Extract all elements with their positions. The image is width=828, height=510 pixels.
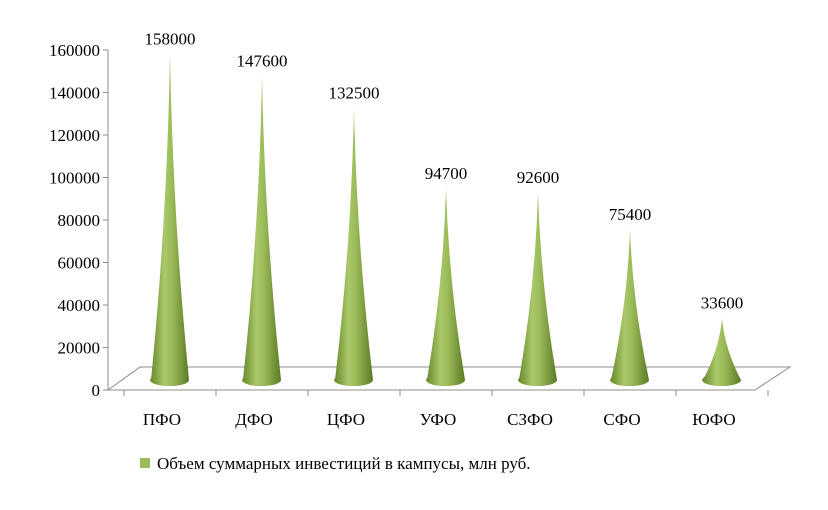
y-tick-label: 40000 — [58, 296, 101, 315]
y-tick-label: 140000 — [49, 84, 100, 103]
y-tick-label: 80000 — [58, 211, 101, 230]
y-tick-label: 0 — [92, 381, 101, 400]
cone-body — [703, 318, 741, 386]
cone-body — [427, 188, 465, 386]
x-tick-label: ПФО — [143, 410, 181, 429]
cone-bar — [426, 188, 465, 386]
cone-body — [335, 108, 373, 386]
cone-body — [243, 76, 281, 386]
legend: Объем суммарных инвестиций в кампусы, мл… — [140, 454, 531, 473]
cone-body — [519, 193, 557, 386]
x-tick-label: СЗФО — [507, 410, 553, 429]
data-label: 94700 — [425, 164, 468, 183]
data-label: 33600 — [701, 294, 744, 313]
cone-body — [151, 54, 189, 386]
cone-bar — [518, 193, 557, 386]
y-tick-label: 100000 — [49, 169, 100, 188]
y-tick-label: 20000 — [58, 339, 101, 358]
y-tick-label: 60000 — [58, 254, 101, 273]
x-tick-label: ЦФО — [327, 410, 365, 429]
cone-bar — [242, 76, 281, 386]
value-axis: 0 20000 40000 60000 80000 100000 120000 140000 1… — [49, 41, 755, 400]
cone-bar — [702, 318, 741, 386]
data-label: 75400 — [609, 205, 652, 224]
cone-bar — [610, 229, 649, 386]
data-series — [150, 54, 741, 386]
data-label: 158000 — [145, 29, 196, 48]
x-tick-label: ЮФО — [692, 410, 735, 429]
cone-body — [611, 229, 649, 386]
x-tick-label: УФО — [420, 410, 457, 429]
data-label: 147600 — [237, 51, 288, 70]
cone-bar — [334, 108, 373, 386]
category-axis: ПФО ДФО ЦФО УФО СЗФО СФО ЮФО — [123, 390, 769, 429]
x-tick-label: СФО — [603, 410, 640, 429]
x-tick-label: ДФО — [235, 410, 273, 429]
data-label: 92600 — [517, 168, 560, 187]
data-labels: 158000 147600 132500 94700 92600 75400 33600 — [145, 29, 744, 312]
legend-label: Объем суммарных инвестиций в кампусы, мл… — [157, 454, 531, 473]
data-label: 132500 — [329, 83, 380, 102]
legend-marker — [140, 458, 150, 468]
y-tick-label: 160000 — [49, 41, 100, 60]
y-tick-label: 120000 — [49, 126, 100, 145]
cone-bar — [150, 54, 189, 386]
